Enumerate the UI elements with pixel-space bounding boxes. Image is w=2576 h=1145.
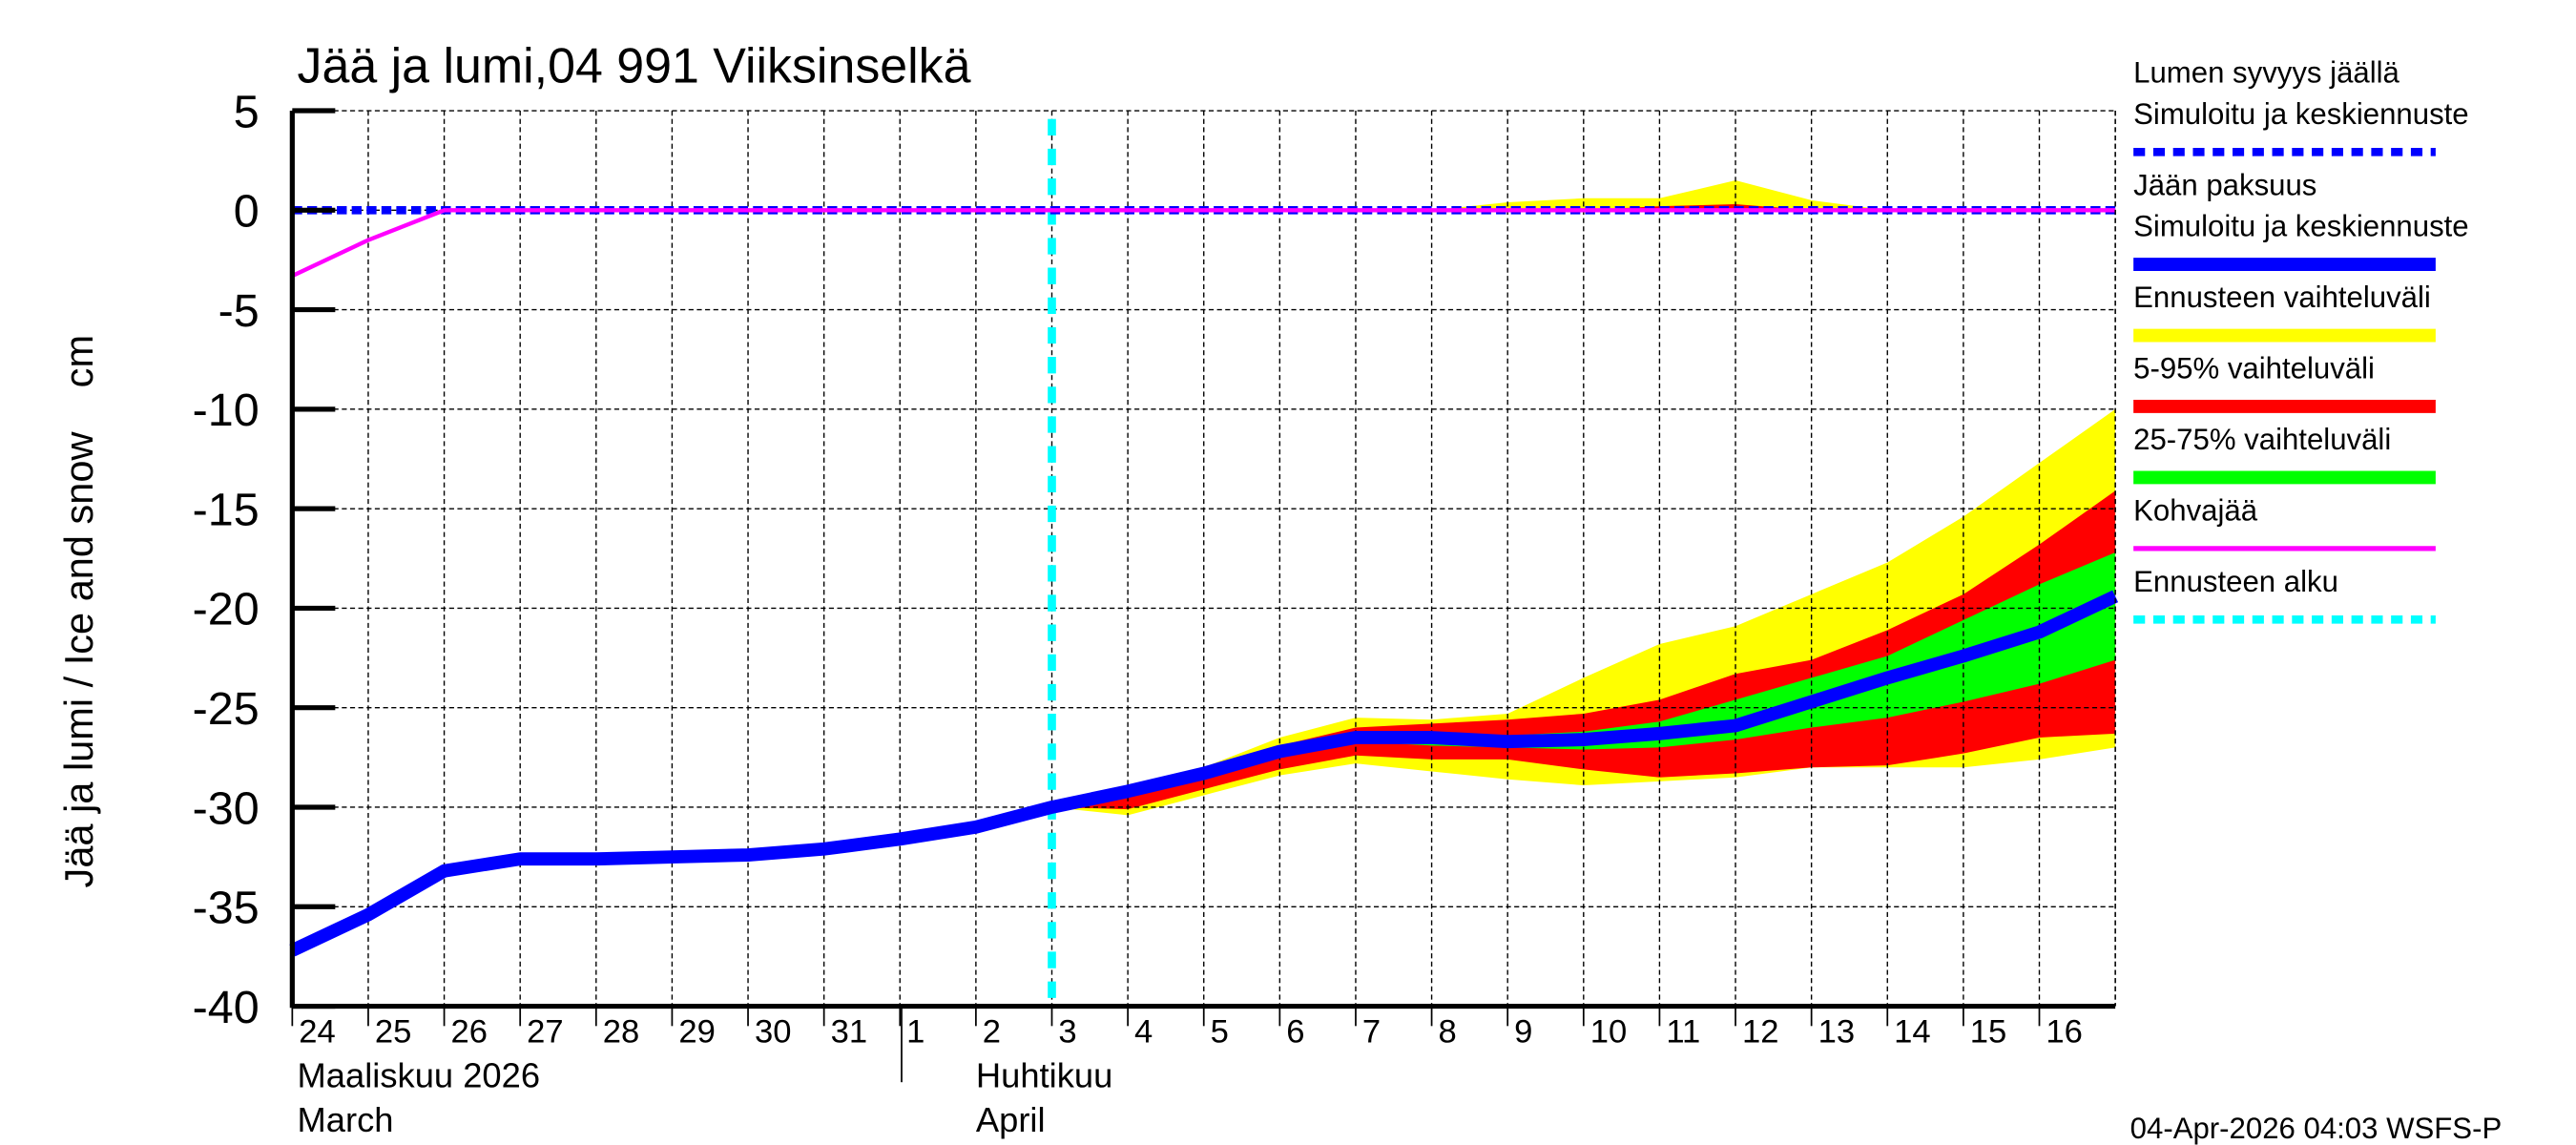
y-tick-label: 0 xyxy=(234,186,260,238)
grid-layer xyxy=(292,110,2116,1008)
x-tick-label: 3 xyxy=(1058,1014,1076,1051)
x-tick-label: 26 xyxy=(450,1014,487,1051)
x-tick-label: 15 xyxy=(1970,1014,2006,1051)
x-tick-label: 28 xyxy=(603,1014,639,1051)
series-layer xyxy=(289,118,2119,1007)
month-label-march-fi: Maaliskuu 2026 xyxy=(298,1055,541,1094)
legend-label: Simuloitu ja keskiennuste xyxy=(2133,97,2468,131)
y-tick-label: -40 xyxy=(193,982,260,1033)
chart-title: Jää ja lumi,04 991 Viiksinselkä xyxy=(298,39,971,94)
legend-label: Ennusteen alku xyxy=(2133,565,2338,598)
x-tick-label: 7 xyxy=(1362,1014,1381,1051)
x-tick-label: 14 xyxy=(1894,1014,1930,1051)
y-tick-label: -10 xyxy=(193,385,260,436)
y-tick-label: 5 xyxy=(234,86,260,137)
x-tick-label: 13 xyxy=(1818,1014,1855,1051)
x-tick-label: 31 xyxy=(831,1014,867,1051)
legend-label: Jään paksuus xyxy=(2133,168,2316,201)
band-1 xyxy=(1051,490,2116,810)
y-tick-label: -30 xyxy=(193,782,260,834)
y-tick-label: -15 xyxy=(193,484,260,535)
legend: Lumen syvyys jäällä Simuloitu ja keskienn… xyxy=(2133,56,2469,624)
x-tick-label: 6 xyxy=(1286,1014,1304,1051)
legend-label: 5-95% vaihteluväli xyxy=(2133,352,2375,385)
x-tick-label: 27 xyxy=(527,1014,563,1051)
footer-timestamp: 04-Apr-2026 04:03 WSFS-P xyxy=(2130,1112,2503,1145)
x-tick-label: 29 xyxy=(678,1014,715,1051)
month-label-april-en: April xyxy=(976,1100,1046,1139)
x-tick-label: 9 xyxy=(1514,1014,1532,1051)
legend-label: Kohvajää xyxy=(2133,493,2258,527)
axes-layer: 50-5-10-15-20-25-30-35-40 24 25 26 27 28 29 30 3… xyxy=(193,86,2116,1051)
legend-label: Ennusteen vaihteluväli xyxy=(2133,281,2431,314)
y-tick-label: -5 xyxy=(218,285,260,337)
x-tick-label: 2 xyxy=(983,1014,1001,1051)
month-label-april-fi: Huhtikuu xyxy=(976,1055,1112,1094)
x-tick-label: 10 xyxy=(1590,1014,1627,1051)
y-tick-label: -20 xyxy=(193,584,260,635)
x-tick-label: 5 xyxy=(1211,1014,1229,1051)
legend-label: Lumen syvyys jäällä xyxy=(2133,56,2399,90)
x-tick-label: 11 xyxy=(1666,1014,1700,1051)
x-tick-label: 24 xyxy=(299,1014,335,1051)
legend-label: Simuloitu ja keskiennuste xyxy=(2133,210,2468,243)
x-tick-label: 16 xyxy=(2046,1014,2082,1051)
x-tick-label: 4 xyxy=(1134,1014,1153,1051)
legend-label: 25-75% vaihteluväli xyxy=(2133,423,2391,456)
x-tick-label: 30 xyxy=(755,1014,791,1051)
band-3 xyxy=(1355,180,1888,211)
month-label-march-en: March xyxy=(298,1100,394,1139)
ice-thickness-line xyxy=(289,590,2119,957)
y-tick-label: -25 xyxy=(193,683,260,735)
x-tick-label: 25 xyxy=(375,1014,411,1051)
y-axis-label: Jää ja lumi / Ice and snow cm xyxy=(56,335,101,888)
x-tick-label: 1 xyxy=(906,1014,924,1051)
slush-ice-line xyxy=(291,208,2116,279)
y-tick-label: -35 xyxy=(193,883,260,934)
x-tick-label: 12 xyxy=(1742,1014,1778,1051)
bands-layer xyxy=(1051,180,2116,816)
x-tick-label: 8 xyxy=(1439,1014,1457,1051)
